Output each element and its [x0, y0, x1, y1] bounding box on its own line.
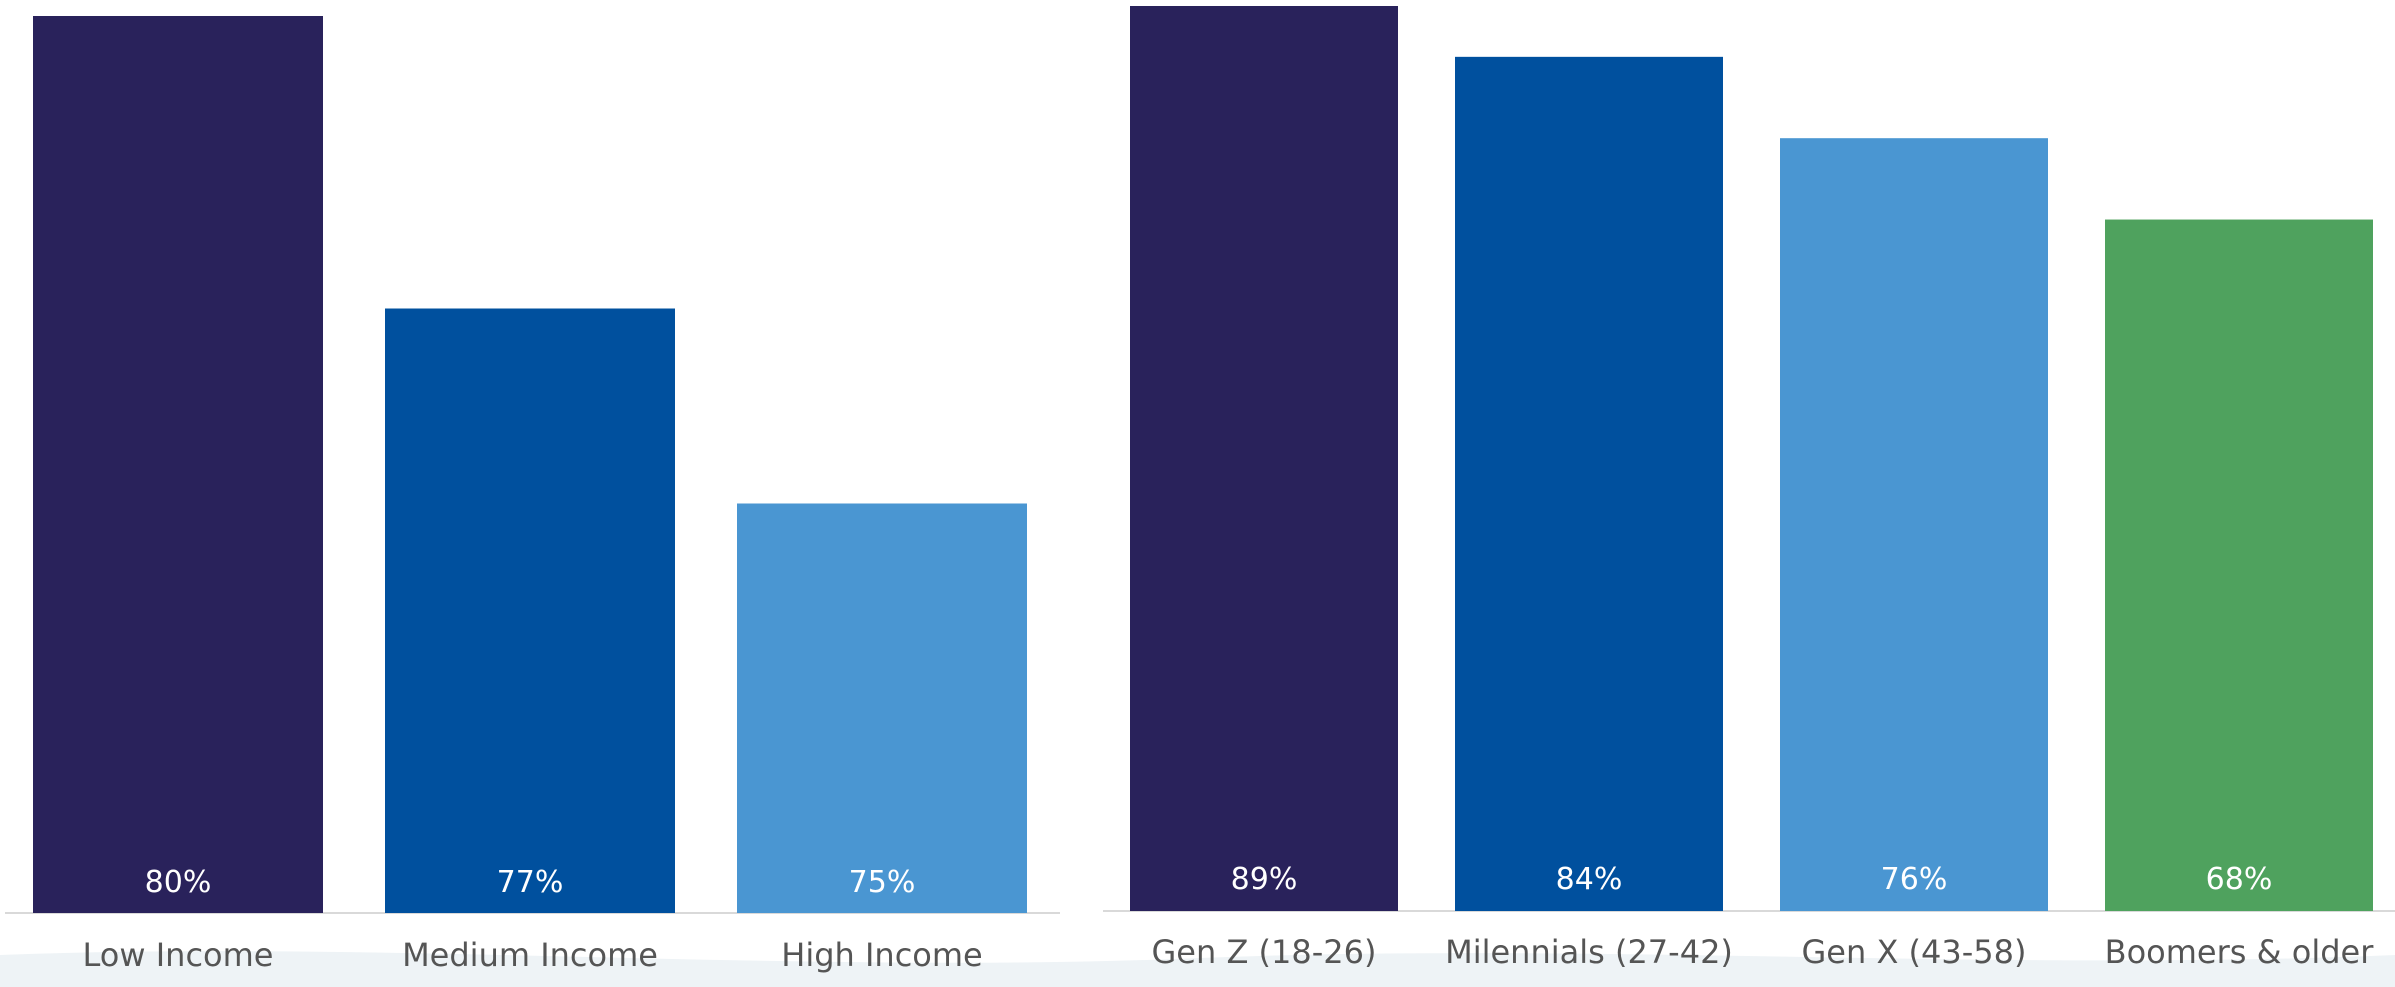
- value-label-milennials-27-42: 84%: [1556, 862, 1623, 897]
- bar-milennials-27-42: [1455, 56, 1723, 911]
- bar-gen-x-43-58: [1780, 138, 2048, 911]
- bar-boomers-older: [2105, 219, 2373, 912]
- bar-gen-z-18-26: [1130, 6, 1398, 911]
- category-label-gen-x-43-58: Gen X (43-58): [1802, 933, 2027, 971]
- category-label-milennials-27-42: Milennials (27-42): [1445, 933, 1733, 971]
- category-label-medium-income: Medium Income: [402, 936, 658, 974]
- category-label-gen-z-18-26: Gen Z (18-26): [1152, 933, 1377, 971]
- background-wave: [0, 951, 2395, 987]
- value-label-medium-income: 77%: [497, 865, 564, 900]
- value-label-gen-z-18-26: 89%: [1231, 862, 1298, 897]
- value-label-boomers-older: 68%: [2206, 862, 2273, 897]
- bar-low-income: [33, 16, 323, 913]
- category-label-high-income: High Income: [781, 936, 982, 974]
- generation-chart: 89% Gen Z (18-26) 84% Milennials (27-42) 76%…: [1103, 6, 2395, 971]
- value-label-low-income: 80%: [145, 865, 212, 900]
- bar-high-income: [737, 503, 1027, 913]
- bar-medium-income: [385, 308, 675, 913]
- category-label-boomers-older: Boomers & older: [2105, 933, 2375, 971]
- value-label-gen-x-43-58: 76%: [1881, 862, 1948, 897]
- value-label-high-income: 75%: [849, 865, 916, 900]
- income-chart: 80% Low Income 77% Medium Income 75% High Inc…: [5, 16, 1060, 974]
- category-label-low-income: Low Income: [83, 936, 274, 974]
